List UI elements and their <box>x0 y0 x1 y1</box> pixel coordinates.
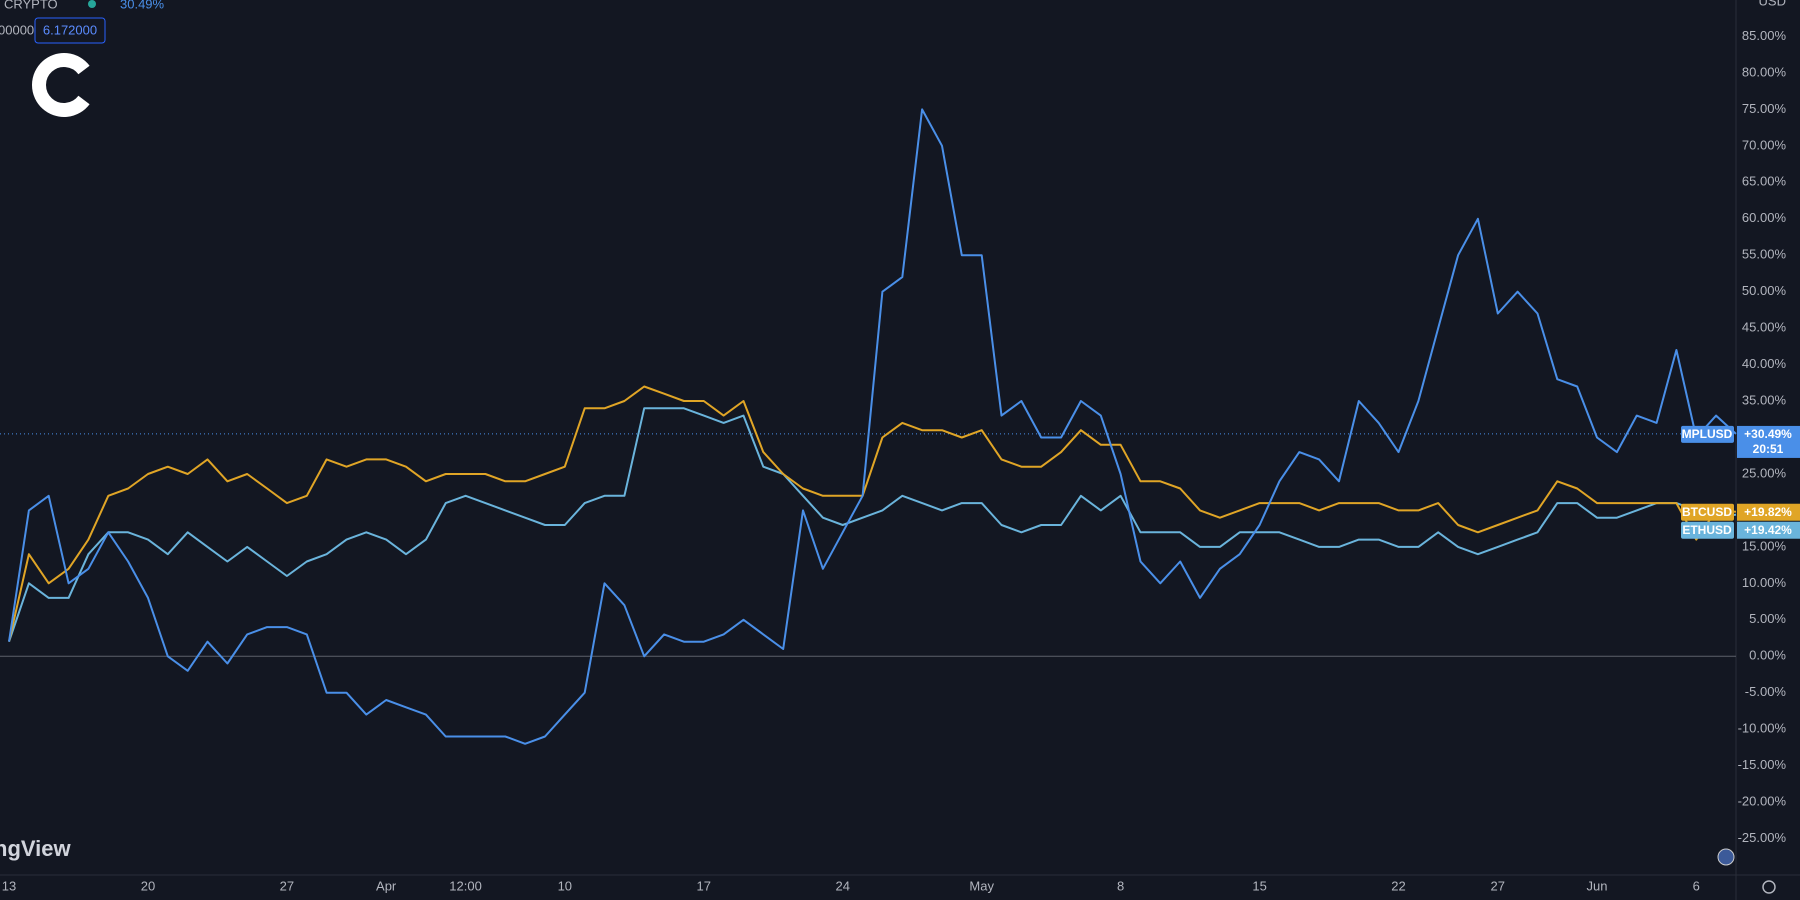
y-tick-label: 5.00% <box>1749 611 1786 626</box>
x-tick-label: 12:00 <box>449 878 482 893</box>
y-tick-label: 10.00% <box>1742 575 1787 590</box>
tag-name-box <box>1681 503 1734 521</box>
y-tick-label: 25.00% <box>1742 465 1787 480</box>
y-tick-label: -25.00% <box>1738 830 1787 845</box>
x-tick-label: 27 <box>1491 878 1505 893</box>
y-tick-label: 75.00% <box>1742 101 1787 116</box>
tag-name: MPLUSD <box>1682 427 1733 441</box>
y-tick-label: 45.00% <box>1742 320 1787 335</box>
x-tick-label: 22 <box>1391 878 1405 893</box>
x-tick-label: Jun <box>1587 878 1608 893</box>
y-tick-label: 85.00% <box>1742 28 1787 43</box>
status-dot <box>88 0 96 8</box>
y-tick-label: -20.00% <box>1738 794 1787 809</box>
tag-name: BTCUSD <box>1682 505 1732 519</box>
y-tick-label: 35.00% <box>1742 392 1787 407</box>
y-tick-label: -5.00% <box>1745 684 1787 699</box>
x-tick-label: 17 <box>697 878 711 893</box>
series-line <box>8 407 1737 643</box>
x-tick-label: 15 <box>1252 878 1266 893</box>
tag-value-box <box>1737 521 1800 539</box>
x-tick-label: Apr <box>376 878 397 893</box>
flag-icon <box>1717 848 1735 866</box>
y-tick-label: 55.00% <box>1742 247 1787 262</box>
tag-value: +19.82% <box>1744 505 1792 519</box>
price: 6.172000 <box>43 22 97 37</box>
x-tick-label: 6 <box>1693 878 1700 893</box>
y-tick-label: 40.00% <box>1742 356 1787 371</box>
symbol: · CRYPTO <box>0 0 58 11</box>
y-tick-label: 0.00% <box>1749 648 1786 663</box>
tag-value-box <box>1737 425 1800 458</box>
watermark: ngView <box>0 836 72 861</box>
tag-value-box <box>1737 503 1800 521</box>
y-tick-label: 65.00% <box>1742 174 1787 189</box>
settings-icon <box>1762 880 1776 894</box>
x-tick-label: 20 <box>141 878 155 893</box>
tag-value: +30.49% <box>1744 427 1792 441</box>
y-tick-label: -15.00% <box>1738 757 1787 772</box>
logo <box>32 53 90 117</box>
x-tick-label: 8 <box>1117 878 1124 893</box>
x-tick-label: May <box>969 878 994 893</box>
price-box <box>34 17 106 44</box>
tag-value: +19.42% <box>1744 523 1792 537</box>
tag-name-box <box>1681 425 1734 443</box>
y-tick-label: 70.00% <box>1742 137 1787 152</box>
x-tick-label: 13 <box>2 878 16 893</box>
series-line <box>8 108 1737 745</box>
axis-unit: USD <box>1759 0 1786 8</box>
tag-name-box <box>1681 521 1734 539</box>
y-tick-label: 60.00% <box>1742 210 1787 225</box>
legend-change: 30.49% <box>120 0 165 11</box>
tag-countdown: 20:51 <box>1753 442 1784 456</box>
y-tick-label: 15.00% <box>1742 538 1787 553</box>
series-line <box>8 385 1737 642</box>
x-tick-label: 24 <box>835 878 849 893</box>
y-tick-label: -10.00% <box>1738 721 1787 736</box>
tag-name: ETHUSD <box>1682 523 1732 537</box>
price-fragment: 00000 <box>0 22 34 37</box>
x-tick-label: 27 <box>280 878 294 893</box>
x-tick-label: 10 <box>558 878 572 893</box>
y-tick-label: 50.00% <box>1742 283 1787 298</box>
y-tick-label: 80.00% <box>1742 64 1787 79</box>
